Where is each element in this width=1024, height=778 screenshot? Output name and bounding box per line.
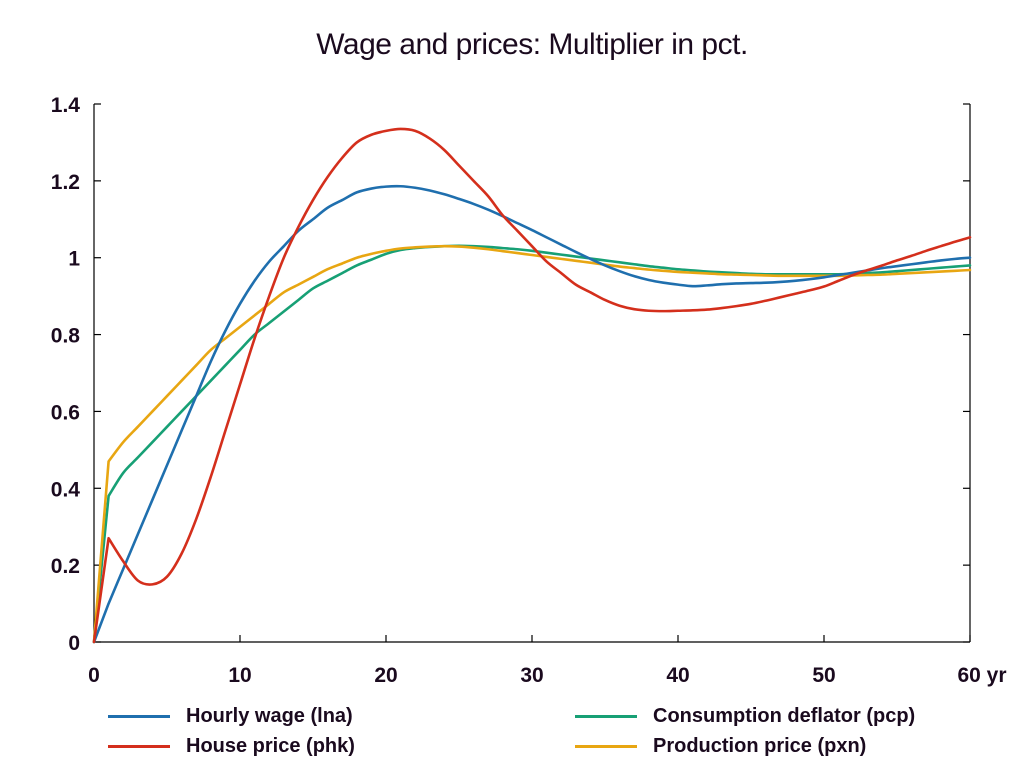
series-line-production-price [92,244,972,644]
y-tick-label: 0.4 [51,478,81,501]
y-tick-label: 0.6 [51,401,80,424]
series-line-hourly-wage [92,184,972,644]
y-tick-label: 1 [68,248,80,271]
x-tick-label: 50 [812,664,835,687]
legend-label-consumption-deflator: Consumption deflator (pcp) [653,705,916,727]
x-tick-label: 60 yr [957,664,1006,687]
legend-label-house-price: House price (phk) [186,735,355,757]
series-lines [92,127,972,644]
axes: 0 0.2 0.4 0.6 0.8 1 1.2 1.4 0 10 20 30 40 50 60 yr [51,94,1007,687]
series-line-consumption-deflator [92,244,972,644]
legend-swatch-house-price [108,745,170,748]
x-tick-label: 20 [374,664,397,687]
y-tick-label: 0.8 [51,325,81,348]
legend-label-production-price: Production price (pxn) [653,735,867,757]
legend-swatch-consumption-deflator [575,715,637,718]
chart-title: Wage and prices: Multiplier in pct. [316,28,748,61]
x-tick-label: 0 [88,664,100,687]
y-tick-label: 1.2 [51,171,80,194]
legend-swatch-hourly-wage [108,715,170,718]
y-tick-label: 0.2 [51,555,80,578]
x-tick-label: 40 [666,664,689,687]
x-tick-label: 10 [228,664,251,687]
series-line-house-price [92,127,972,644]
x-tick-label: 30 [520,664,543,687]
y-tick-label: 1.4 [51,94,81,117]
legend-swatch-production-price [575,745,637,748]
legend-label-hourly-wage: Hourly wage (lna) [186,705,353,727]
y-tick-label: 0 [68,632,80,655]
